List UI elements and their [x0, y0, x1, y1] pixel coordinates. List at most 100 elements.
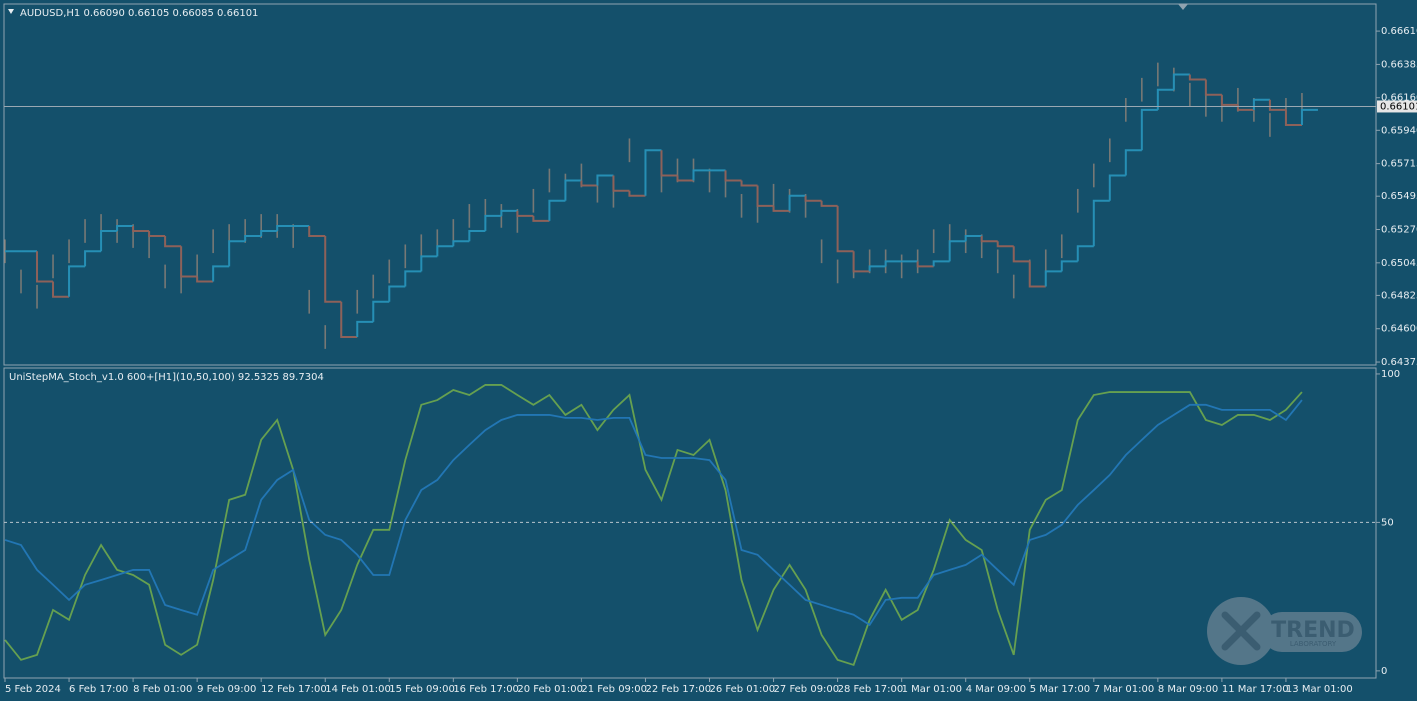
step-ma — [1108, 174, 1126, 201]
step-ma — [452, 240, 470, 247]
step-ma — [436, 245, 454, 257]
step-ma — [1156, 88, 1174, 110]
step-ma — [740, 180, 758, 187]
step-ma — [276, 224, 294, 231]
x-tick-label: 14 Feb 01:00 — [325, 684, 391, 695]
main-pane — [3, 3, 1377, 366]
step-ma — [724, 170, 742, 182]
x-tick-label: 6 Feb 17:00 — [69, 684, 128, 695]
y-tick-label: 0.64375 — [1381, 357, 1417, 368]
x-tick-label: 8 Mar 09:00 — [1158, 684, 1218, 695]
pane-title: AUDUSD,H1 0.66090 0.66105 0.66085 0.6610… — [20, 8, 258, 19]
step-ma — [948, 240, 966, 262]
step-ma — [548, 199, 566, 221]
step-ma — [116, 224, 134, 231]
step-ma — [916, 261, 934, 268]
step-ma — [244, 235, 262, 242]
step-ma — [36, 251, 54, 283]
step-ma — [340, 301, 358, 339]
x-tick-label: 5 Mar 17:00 — [1030, 684, 1090, 695]
step-ma — [372, 300, 390, 322]
step-ma — [500, 209, 518, 216]
x-tick-label: 15 Feb 09:00 — [389, 684, 455, 695]
step-ma — [388, 285, 406, 302]
watermark-badge — [1262, 612, 1362, 652]
step-ma — [1028, 261, 1046, 288]
x-tick-label: 27 Feb 09:00 — [774, 684, 840, 695]
step-ma — [52, 281, 70, 298]
x-tick-label: 22 Feb 17:00 — [645, 684, 711, 695]
step-ma — [84, 250, 102, 267]
step-ma — [1012, 246, 1030, 263]
step-ma — [1300, 108, 1318, 125]
step-ma — [164, 236, 182, 248]
watermark-subtitle: LABORATORY — [1290, 640, 1337, 648]
step-ma — [852, 251, 870, 273]
step-ma — [1220, 94, 1238, 106]
y-tick-label: 0.66385 — [1381, 59, 1417, 70]
x-tick-label: 26 Feb 01:00 — [710, 684, 776, 695]
y-tick-label: 0.64825 — [1381, 290, 1417, 301]
step-ma — [612, 175, 630, 192]
x-tick-label: 9 Feb 09:00 — [197, 684, 256, 695]
step-ma — [196, 276, 214, 283]
step-ma — [964, 235, 982, 242]
step-ma — [532, 215, 550, 222]
step-ma — [212, 265, 230, 282]
step-ma — [788, 194, 806, 211]
step-ma — [1204, 79, 1222, 96]
last-price-label: 0.66101 — [1380, 101, 1417, 112]
step-ma — [356, 320, 374, 338]
step-ma — [260, 229, 278, 237]
watermark-icon — [1221, 611, 1261, 651]
x-tick-label: 21 Feb 09:00 — [581, 684, 647, 695]
step-ma — [324, 236, 342, 303]
y-tick-label: 0.65495 — [1381, 191, 1417, 202]
x-tick-label: 28 Feb 17:00 — [838, 684, 904, 695]
step-ma — [484, 214, 502, 231]
step-ma — [820, 200, 838, 207]
watermark: TREND LABORATORY — [4, 62, 1362, 667]
step-ma — [228, 240, 246, 267]
step-ma — [148, 230, 166, 238]
step-ma — [836, 205, 854, 253]
step-ma — [1092, 199, 1110, 247]
step-ma — [756, 185, 774, 207]
indicator-pane — [3, 367, 1377, 679]
x-tick-label: 7 Mar 01:00 — [1094, 684, 1154, 695]
x-tick-label: 1 Mar 01:00 — [902, 684, 962, 695]
y-tick-label: 100 — [1381, 369, 1400, 380]
menu-arrow — [8, 9, 14, 14]
step-ma — [308, 225, 326, 238]
step-ma — [676, 175, 694, 182]
step-ma — [180, 246, 198, 278]
step-ma — [100, 229, 118, 252]
step-ma — [468, 229, 486, 242]
y-tick-label: 50 — [1381, 517, 1394, 528]
x-tick-label: 11 Mar 17:00 — [1222, 684, 1289, 695]
step-ma — [772, 205, 790, 212]
stoch-line — [4, 384, 1303, 667]
last-price-box — [1377, 100, 1417, 113]
step-ma — [564, 179, 582, 201]
step-ma — [804, 195, 822, 202]
step-ma — [420, 255, 438, 272]
watermark-title: TREND — [1271, 618, 1355, 643]
step-ma — [516, 210, 534, 217]
step-ma — [580, 180, 598, 187]
step-ma — [660, 150, 678, 177]
step-ma — [596, 174, 614, 186]
stoch-line — [4, 399, 1303, 627]
pane-title: UniStepMA_Stoch_v1.0 600+[H1](10,50,100)… — [9, 372, 324, 383]
y-tick-label: 0.65045 — [1381, 258, 1417, 269]
y-tick-label: 0 — [1381, 666, 1387, 677]
step-ma — [68, 265, 86, 297]
